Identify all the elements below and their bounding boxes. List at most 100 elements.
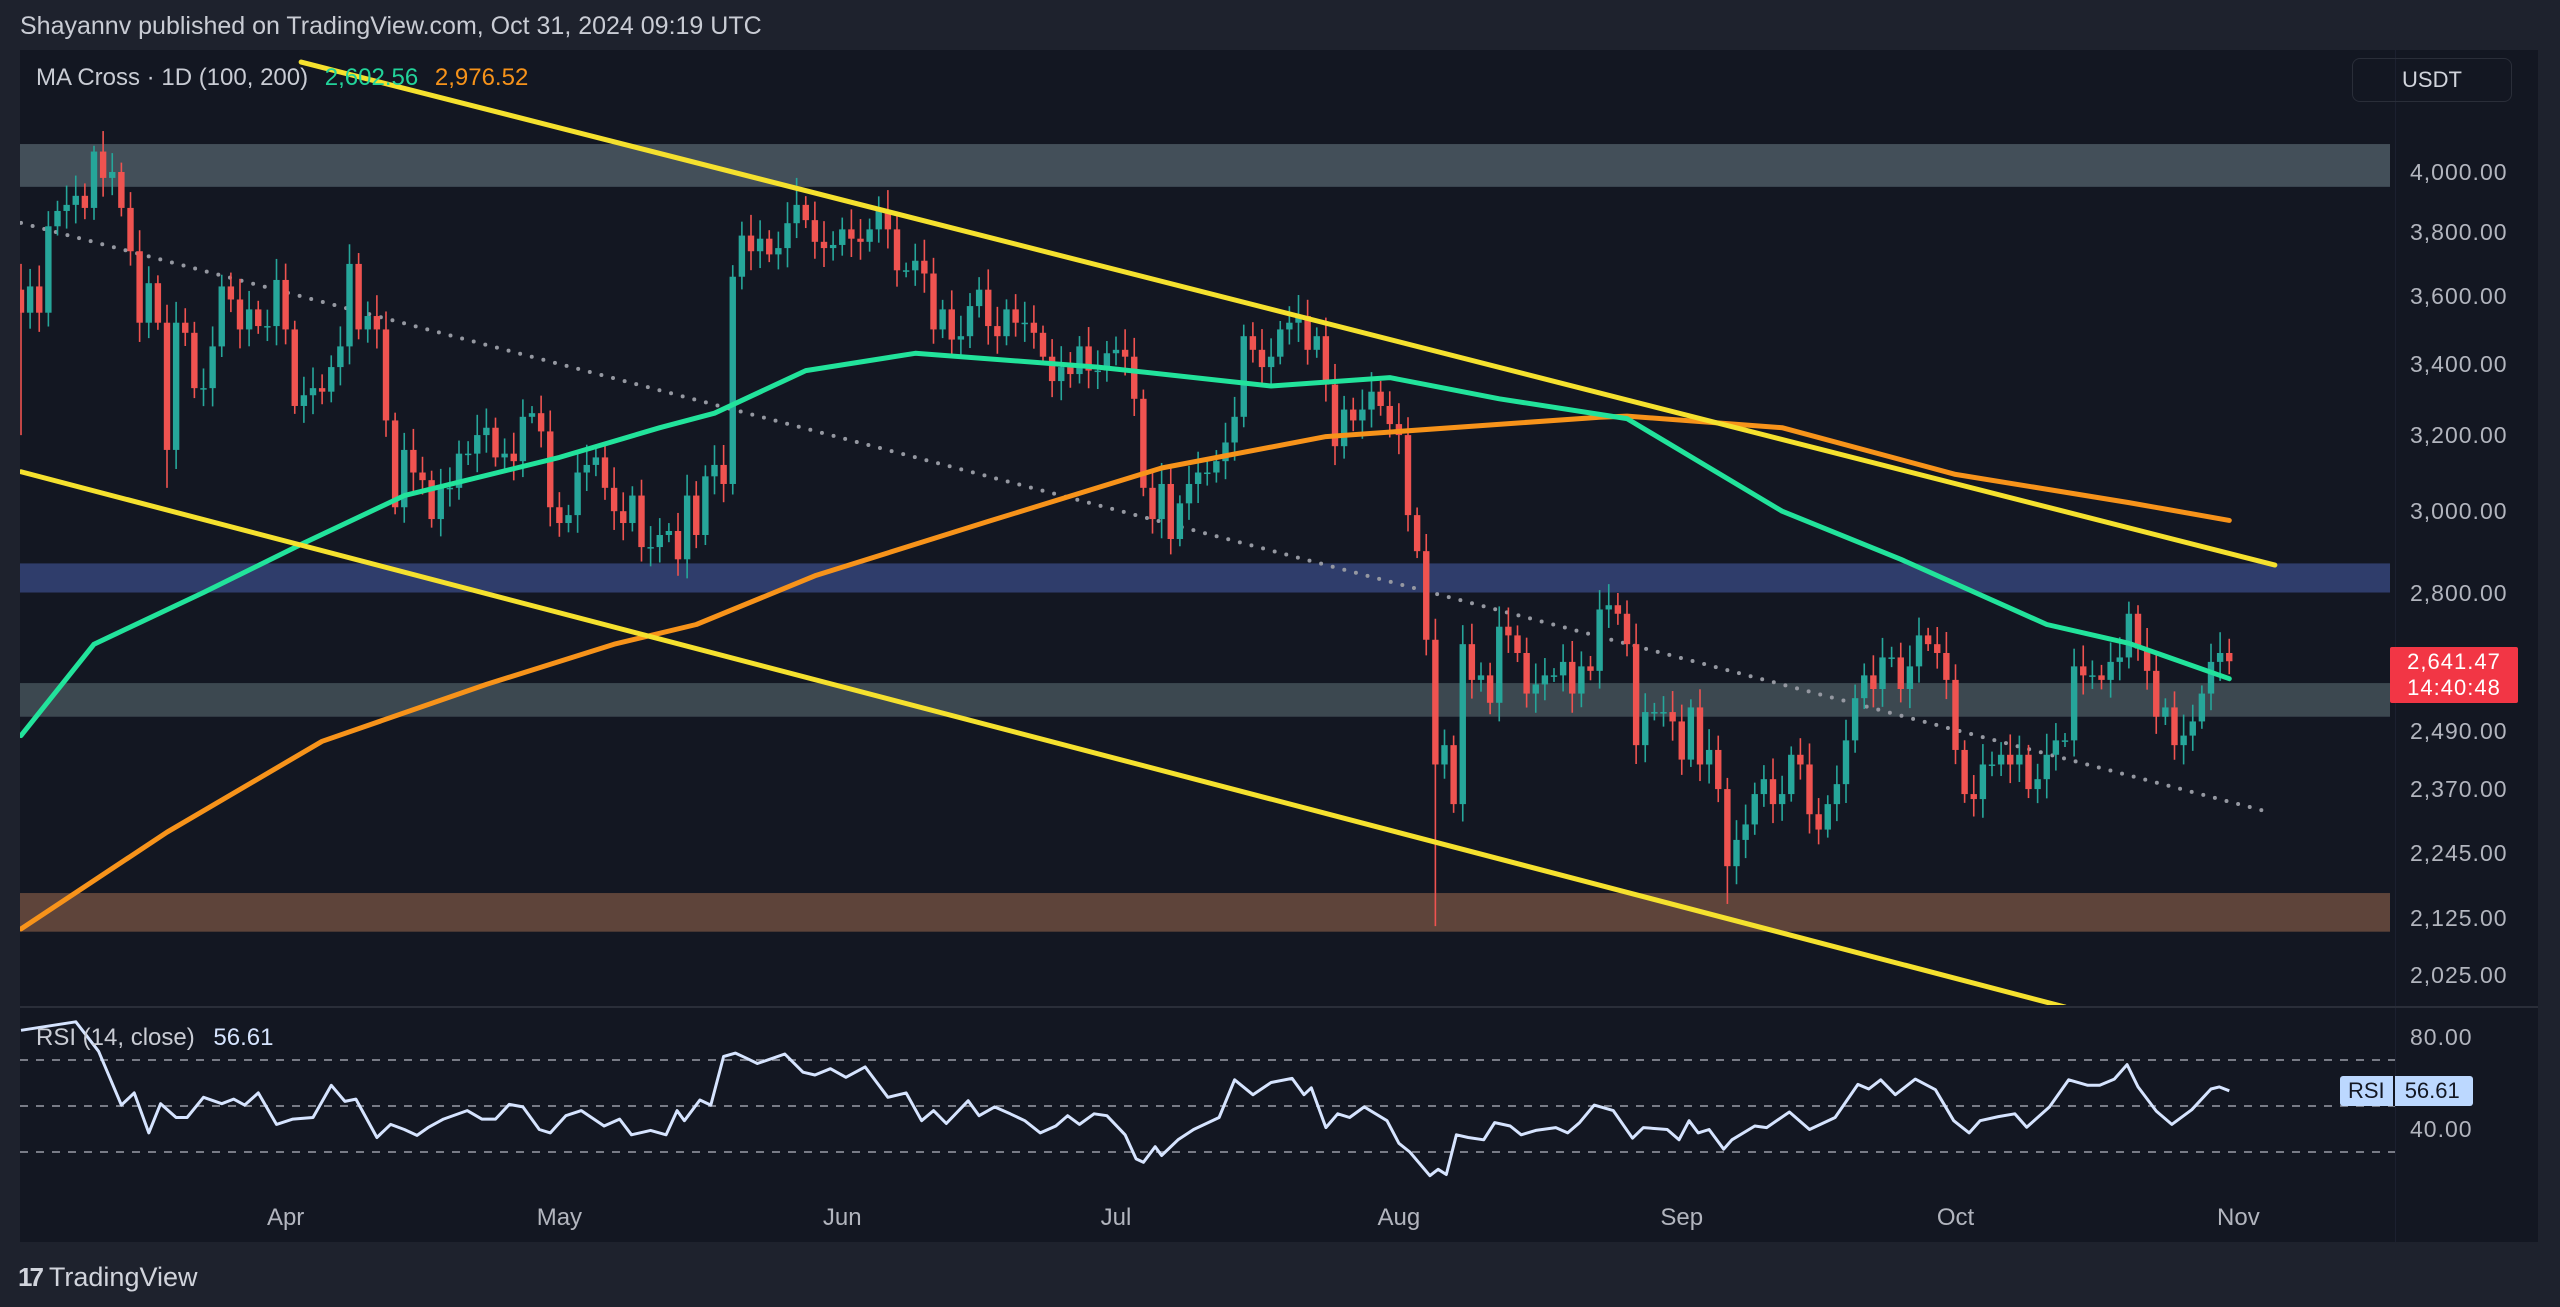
candle[interactable]: [1505, 607, 1512, 653]
candle[interactable]: [638, 479, 645, 562]
candle[interactable]: [1313, 327, 1320, 358]
candle[interactable]: [81, 183, 89, 220]
candle[interactable]: [2226, 638, 2233, 675]
candle[interactable]: [1185, 465, 1193, 520]
candle[interactable]: [127, 192, 134, 266]
candle[interactable]: [1003, 299, 1010, 346]
candle[interactable]: [1806, 743, 1813, 834]
candle[interactable]: [1961, 740, 1968, 803]
candle[interactable]: [2143, 627, 2151, 690]
candle[interactable]: [1797, 738, 1804, 780]
candle[interactable]: [1687, 699, 1695, 767]
candle[interactable]: [756, 220, 764, 269]
candle[interactable]: [1815, 798, 1822, 845]
candle[interactable]: [36, 265, 43, 332]
candle[interactable]: [1222, 422, 1229, 480]
candle[interactable]: [1778, 775, 1786, 821]
candle[interactable]: [1176, 495, 1184, 547]
candle[interactable]: [337, 326, 344, 386]
candle[interactable]: [939, 299, 946, 339]
candle[interactable]: [1733, 820, 1740, 885]
candle[interactable]: [474, 414, 481, 473]
candle[interactable]: [2007, 734, 2014, 784]
candle[interactable]: [54, 200, 61, 236]
candle[interactable]: [1258, 329, 1266, 387]
candle[interactable]: [2207, 643, 2215, 711]
candle[interactable]: [720, 445, 727, 503]
candle[interactable]: [172, 301, 180, 469]
candle[interactable]: [1030, 305, 1038, 349]
candle[interactable]: [1021, 301, 1028, 342]
zone-support-2150[interactable]: [20, 893, 2390, 932]
candle[interactable]: [1934, 627, 1941, 669]
candle[interactable]: [1559, 644, 1567, 692]
candle[interactable]: [1870, 655, 1877, 708]
candle[interactable]: [601, 444, 609, 500]
candle[interactable]: [72, 175, 79, 224]
candle[interactable]: [1131, 337, 1138, 417]
ma100-line[interactable]: [20, 350, 2232, 739]
candle[interactable]: [1441, 729, 1448, 779]
chart-panel[interactable]: [20, 50, 2538, 1242]
candle[interactable]: [1751, 782, 1758, 835]
candle[interactable]: [2216, 632, 2224, 681]
candle[interactable]: [1879, 637, 1886, 707]
candle[interactable]: [309, 367, 317, 415]
candle[interactable]: [994, 306, 1001, 354]
candle[interactable]: [1952, 664, 1959, 765]
channel-lower[interactable]: [20, 469, 2067, 1007]
candle[interactable]: [1514, 625, 1521, 663]
candle[interactable]: [766, 230, 773, 263]
candle[interactable]: [711, 445, 718, 495]
candle[interactable]: [1833, 765, 1841, 822]
candle[interactable]: [1231, 396, 1238, 461]
rsi-line[interactable]: [20, 1020, 2230, 1178]
candle[interactable]: [1979, 744, 1987, 818]
candle[interactable]: [1468, 623, 1476, 699]
candle[interactable]: [382, 311, 390, 437]
tradingview-brand[interactable]: 17 TradingView: [18, 1262, 198, 1293]
candle[interactable]: [1459, 625, 1466, 822]
zone-support-2550[interactable]: [20, 683, 2390, 717]
candle[interactable]: [1304, 299, 1311, 365]
candle[interactable]: [1888, 646, 1895, 668]
candle[interactable]: [2189, 704, 2196, 751]
rsi-legend[interactable]: RSI (14, close) 56.61: [36, 1024, 273, 1052]
candle[interactable]: [574, 453, 581, 533]
candle[interactable]: [2070, 648, 2078, 757]
candle[interactable]: [528, 406, 536, 424]
candle[interactable]: [18, 263, 25, 436]
candle[interactable]: [893, 211, 901, 287]
candle[interactable]: [2162, 698, 2169, 725]
candle[interactable]: [583, 444, 590, 492]
candle[interactable]: [1523, 637, 1530, 708]
candle[interactable]: [255, 300, 262, 334]
candle[interactable]: [419, 456, 426, 495]
candle[interactable]: [1058, 346, 1065, 401]
candle[interactable]: [1350, 397, 1357, 432]
candle[interactable]: [483, 408, 490, 453]
candle[interactable]: [930, 257, 937, 344]
candle[interactable]: [26, 268, 34, 329]
candle[interactable]: [1943, 632, 1950, 700]
candle[interactable]: [556, 492, 563, 537]
candle[interactable]: [702, 465, 709, 546]
candle[interactable]: [1450, 735, 1457, 813]
channel-upper[interactable]: [298, 59, 2278, 568]
candle[interactable]: [2107, 642, 2114, 698]
candle[interactable]: [2198, 685, 2206, 729]
candle[interactable]: [857, 219, 864, 260]
candle[interactable]: [428, 470, 435, 528]
candle[interactable]: [1140, 389, 1147, 497]
candle[interactable]: [729, 265, 736, 495]
candle[interactable]: [1724, 777, 1731, 904]
candle[interactable]: [1340, 395, 1348, 459]
candle[interactable]: [1204, 458, 1211, 486]
candle[interactable]: [410, 428, 417, 492]
candle[interactable]: [1432, 618, 1439, 927]
candle[interactable]: [2116, 637, 2123, 681]
candle[interactable]: [1632, 623, 1640, 764]
candle[interactable]: [1997, 742, 2005, 777]
candle[interactable]: [747, 214, 755, 271]
